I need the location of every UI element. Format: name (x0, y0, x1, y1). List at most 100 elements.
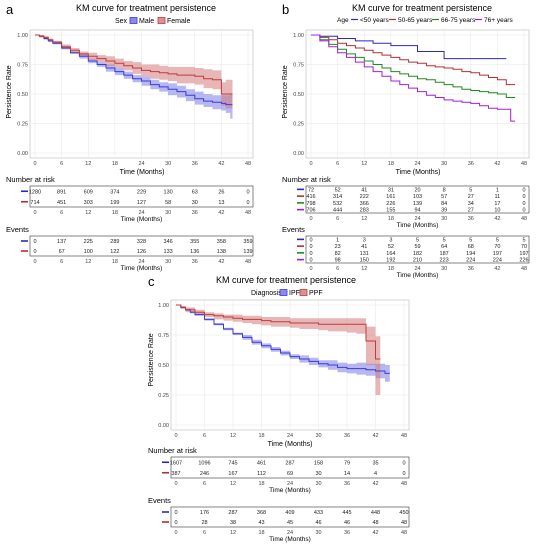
panel-b-events-cell: 164 (386, 251, 395, 257)
panel-b-risk-cell: 8 (443, 187, 446, 193)
panel-a-events-xtick-label: 42 (218, 259, 224, 265)
panel-a-risk-cell: 374 (110, 189, 119, 195)
panel-a-events-xlabel: Time (Months) (121, 265, 163, 272)
panel-c-events-cell: 46 (315, 520, 321, 526)
panel-a-ytick-label: 0.50 (17, 92, 28, 98)
panel-a-events-cell: 225 (84, 239, 93, 245)
panel-c-xtick-label: 36 (344, 433, 350, 439)
panel-b-events-xtick-label: 30 (441, 266, 447, 272)
panel-c-xtick-label: 12 (230, 433, 236, 439)
panel-b-events-cell: 0 (309, 244, 312, 250)
panel-b-ytick-label: 0.00 (293, 151, 304, 157)
panel-b-xtick-label: 30 (441, 161, 447, 167)
panel-c-risk-xlabel: Time (Months) (269, 487, 311, 494)
panel-c-risk-xtick-label: 36 (344, 481, 350, 487)
panel-a-risk-cell: 0 (246, 200, 249, 206)
panel-b-risk-cell: 366 (360, 201, 369, 207)
panel-a-risk-cell: 30 (192, 200, 198, 206)
panel-b-risk-cell: 444 (333, 208, 342, 214)
panel-b-risk-cell: 5 (469, 187, 472, 193)
panel-b-risk-cell: 39 (441, 208, 447, 214)
panel-a-ytick-label: 0.25 (17, 122, 28, 128)
panel-c-risk-xtick-label: 30 (315, 481, 321, 487)
panel-a-ytick-label: 1.00 (17, 33, 28, 39)
panel-b-risk-cell: 706 (306, 208, 315, 214)
panel-c-events-cell: 368 (257, 510, 266, 516)
panel-b-events-xtick-label: 0 (309, 266, 312, 272)
panel-b-events-cell: 70 (494, 244, 500, 250)
panel-b-events-cell: 64 (441, 244, 447, 250)
panel-b-risk-cell: 226 (386, 201, 395, 207)
panel-a-events-cell: 355 (190, 239, 199, 245)
panel-a-legend-key-female (157, 17, 166, 24)
panel-c-risk-cell: 167 (228, 471, 237, 477)
panel-c-risk-cell: 112 (257, 471, 266, 477)
panel-a-xtick-label: 36 (192, 161, 198, 167)
panel-b-legend-title: Age (337, 17, 349, 24)
panel-b-events-xtick-label: 24 (414, 266, 420, 272)
panel-b-events-cell: 226 (519, 258, 528, 264)
panel-a-xtick-label: 12 (85, 161, 91, 167)
panel-b-events-cell: 5 (522, 237, 525, 243)
panel-a-risk-xtick-label: 18 (112, 210, 118, 216)
panel-a-ylabel: Persistence Rate (6, 65, 13, 118)
panel-c-xtick-label: 42 (372, 433, 378, 439)
panel-c-risk-xtick-label: 24 (287, 481, 293, 487)
panel-b-events-cell: 5 (469, 237, 472, 243)
panel-c-legend: Diagnosis IPF PPF (251, 289, 323, 297)
panel-c-events-cell: 43 (258, 520, 264, 526)
panel-b-ytick-label: 0.25 (293, 122, 304, 128)
panel-c-risk-cell: 387 (171, 471, 180, 477)
panel-b-risk-title: Number at risk (282, 175, 331, 184)
panel-b-risk-cell: 0 (522, 208, 525, 214)
panel-a-risk-cell: 127 (137, 200, 146, 206)
panel-c-events-xtick-label: 42 (372, 530, 378, 536)
panel-b-risk-cell: 72 (308, 187, 314, 193)
panel-c-events-cell: 433 (314, 510, 323, 516)
panel-c-xtick-label: 18 (258, 433, 264, 439)
panel-b-risk-cell: 0 (522, 194, 525, 200)
panel-a-risk-cell: 303 (84, 200, 93, 206)
panel-b-events-cell: 52 (388, 244, 394, 250)
panel-a-events-cell: 0 (33, 249, 36, 255)
panel-b-risk-xtick-label: 6 (336, 216, 339, 222)
panel-b-risk-cell: 84 (441, 201, 447, 207)
panel-b-curve-2 (311, 34, 516, 98)
panel-a-events-xtick-label: 6 (60, 259, 63, 265)
panel-a-xtick-label: 6 (60, 161, 63, 167)
panel-a-events-xtick-label: 0 (33, 259, 36, 265)
panel-a-risk-xtick-label: 24 (138, 210, 144, 216)
panel-b-risk-cell: 11 (495, 194, 501, 200)
panel-b-risk-cell: 798 (306, 201, 315, 207)
panel-c-ci-band-2 (176, 305, 381, 395)
panel-c-risk-cell: 0 (402, 460, 405, 466)
panel-c-ytick-label: 0.75 (158, 333, 169, 339)
panel-a-xlabel: Time (Months) (120, 169, 165, 176)
panel-a-legend-title: Sex (115, 18, 128, 25)
panel-a-curve-0 (35, 34, 233, 106)
panel-c-events-table (170, 506, 410, 528)
panel-b-events-cell: 224 (493, 258, 502, 264)
panel-c-events-xtick-label: 36 (344, 530, 350, 536)
panel-c-legend-label-ipf: IPF (289, 290, 300, 297)
panel-a-xtick-label: 24 (138, 161, 144, 167)
panel-b-events-cell: 5 (496, 237, 499, 243)
panel-b-xtick-label: 48 (521, 161, 527, 167)
panel-a-events-xtick-label: 48 (245, 259, 251, 265)
panel-a-legend-key-male (129, 17, 138, 24)
panel-b-risk-cell: 0 (522, 187, 525, 193)
panel-c-xtick-label: 30 (315, 433, 321, 439)
panel-c-legend-key-ppf (299, 289, 308, 296)
panel-c-ytick-label: 0.00 (158, 423, 169, 429)
panel-c-events-cell: 48 (372, 520, 378, 526)
panel-c-risk-cell: 30 (315, 471, 321, 477)
panel-c-risk-cell: 745 (228, 460, 237, 466)
panel-c-risk-cell: 246 (200, 471, 209, 477)
panel-a-events-cell: 139 (243, 249, 252, 255)
panel-b-events-cell: 3 (389, 237, 392, 243)
panel-b-events-xtick-label: 6 (336, 266, 339, 272)
panel-c-risk-xtick-label: 6 (203, 481, 206, 487)
panel-b-events-table (305, 235, 530, 264)
panel-b-ytick-label: 0.50 (293, 92, 304, 98)
